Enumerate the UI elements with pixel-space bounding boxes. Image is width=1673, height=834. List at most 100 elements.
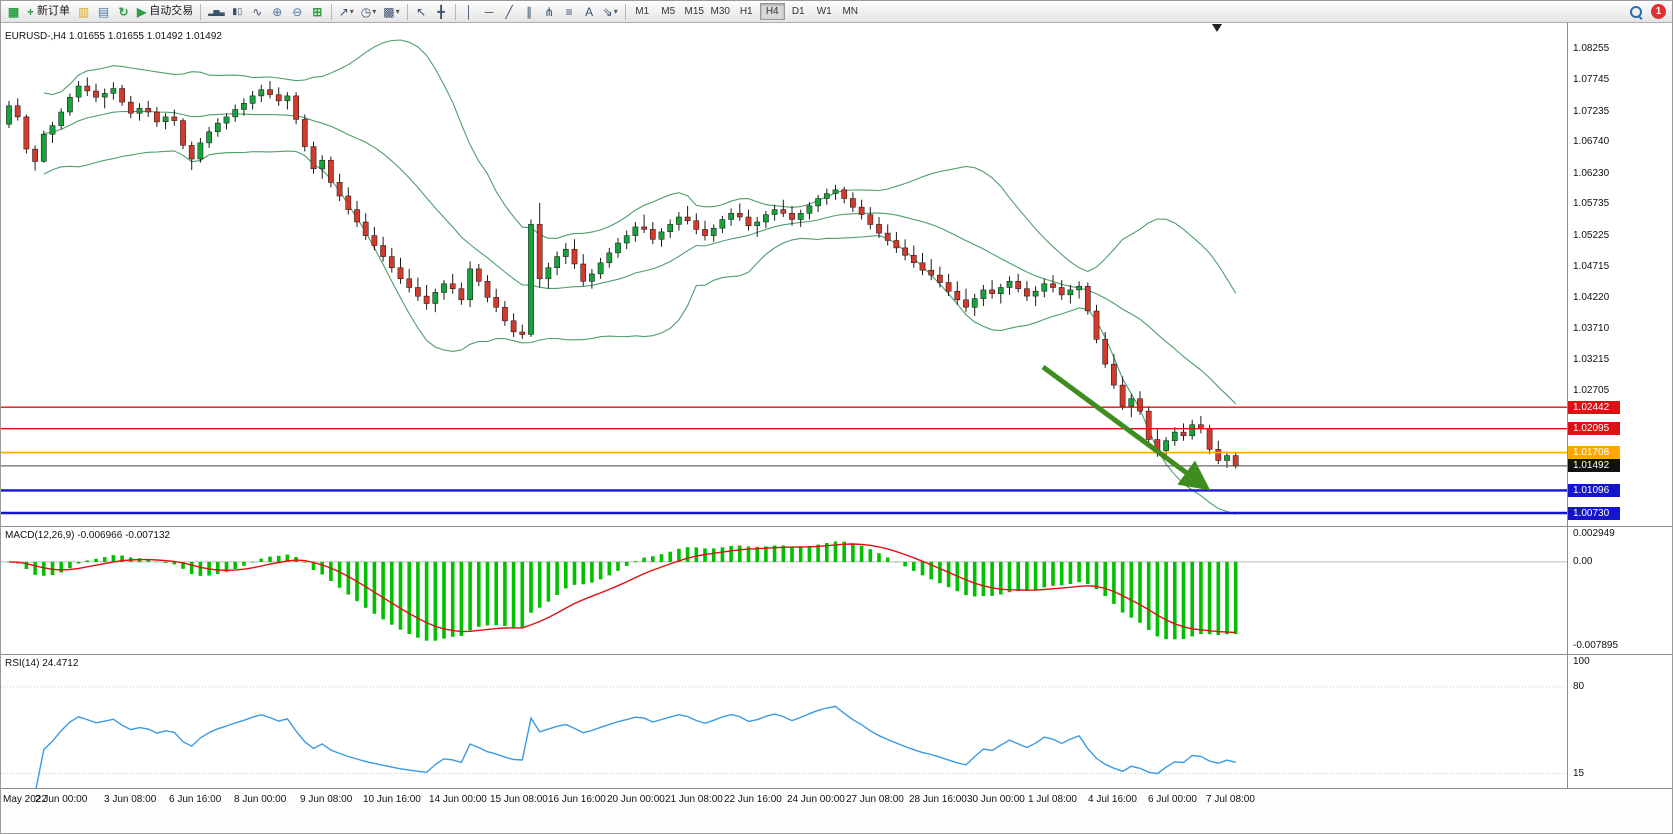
price-axis-label: 1.04220 — [1573, 291, 1610, 303]
candle — [1206, 428, 1213, 450]
notification-badge[interactable]: 1 — [1651, 4, 1666, 19]
candlestick-chart-icon[interactable]: ▮▯ — [232, 6, 243, 16]
zoom-in-icon[interactable]: ⊕ — [272, 4, 283, 19]
candle — [180, 120, 186, 146]
candle — [832, 189, 839, 194]
price-tag[interactable]: 1.01096 — [1568, 483, 1620, 497]
candle — [441, 283, 447, 293]
rsi-axis: 100 80 15 — [1567, 655, 1672, 788]
time-axis-label: 30 Jun 00:00 — [967, 794, 1025, 805]
candle — [1198, 424, 1204, 429]
candle — [1076, 285, 1082, 291]
macd-histogram-bar — [259, 558, 264, 562]
terminal-icon[interactable]: ▦ — [7, 4, 20, 19]
candle — [510, 320, 517, 333]
price-tag[interactable]: 1.00730 — [1568, 506, 1620, 520]
macd-histogram-bar — [607, 561, 612, 576]
timeframe-m30[interactable]: M30 — [708, 3, 733, 20]
candle — [319, 159, 326, 170]
macd-histogram-bar — [1103, 561, 1107, 596]
macd-histogram-bar — [825, 543, 829, 562]
timeframe-m5[interactable]: M5 — [656, 3, 681, 20]
timeframe-m15[interactable]: M15 — [682, 3, 707, 20]
timeframe-h4[interactable]: H4 — [759, 3, 785, 20]
candle — [1163, 440, 1169, 451]
tile-windows-icon[interactable]: ⊞ — [312, 4, 323, 19]
macd-histogram-bar — [276, 555, 281, 562]
timeframe-m1[interactable]: M1 — [630, 3, 655, 20]
candle — [736, 213, 743, 218]
cursor-icon[interactable]: ↖ — [416, 4, 427, 19]
candle — [771, 209, 778, 215]
text-tool-icon[interactable]: A — [585, 4, 594, 19]
candle — [188, 145, 195, 160]
macd-histogram-bar — [999, 561, 1003, 595]
macd-histogram-bar — [546, 561, 551, 602]
navigator-icon[interactable]: ↻ — [118, 4, 129, 19]
zoom-out-icon[interactable]: ⊖ — [292, 4, 303, 19]
macd-histogram-bar — [929, 561, 933, 580]
candle — [571, 248, 578, 265]
search-icon[interactable] — [1629, 5, 1643, 19]
macd-histogram-bar — [390, 561, 394, 625]
candle — [658, 231, 665, 240]
macd-histogram-bar — [42, 561, 46, 576]
trend-arrow[interactable] — [1041, 364, 1211, 491]
new-order-button[interactable]: + 新订单 — [24, 3, 73, 21]
time-axis[interactable]: May 2022 2 Jun 00:00 3 Jun 08:00 6 Jun 16:0… — [1, 789, 1672, 833]
candle — [93, 90, 99, 98]
candle — [136, 108, 143, 114]
chevron-down-icon: ▾ — [349, 6, 354, 16]
candle — [1137, 398, 1143, 412]
price-tag[interactable]: 1.02442 — [1568, 400, 1620, 414]
macd-chart[interactable] — [1, 527, 1568, 654]
auto-trading-button[interactable]: ▶ 自动交易 — [134, 3, 196, 21]
price-tag[interactable]: 1.01708 — [1568, 446, 1620, 460]
candle — [475, 268, 482, 282]
macd-histogram-bar — [833, 541, 838, 562]
templates-button[interactable]: ▩ ▾ — [380, 3, 402, 21]
timeframe-w1[interactable]: W1 — [812, 3, 837, 20]
bar-chart-icon[interactable]: ▂▅▃ — [208, 6, 224, 16]
macd-histogram-bar — [633, 561, 638, 562]
arrows-tool-button[interactable]: ⇘ ▾ — [600, 3, 621, 21]
toolbar-separator — [624, 3, 626, 20]
timeframe-h1[interactable]: H1 — [734, 3, 759, 20]
shapes-tool-icon[interactable]: ≡ — [565, 4, 573, 19]
line-chart-icon[interactable]: ∿ — [252, 4, 263, 19]
candle — [789, 213, 795, 220]
indicators-button[interactable]: ↗ ▾ — [336, 3, 357, 21]
macd-histogram-bar — [1199, 561, 1203, 634]
price-tag[interactable]: 1.01492 — [1568, 459, 1620, 473]
market-watch-icon[interactable]: ▥ — [77, 4, 90, 19]
macd-histogram-bar — [285, 554, 290, 562]
macd-panel: MACD(12,26,9) -0.006966 -0.007132 0.0029… — [1, 527, 1672, 655]
channel-tool-icon[interactable]: ∥ — [526, 4, 533, 19]
candle — [928, 269, 935, 276]
candle — [980, 289, 987, 299]
rsi-panel: RSI(14) 24.4712 100 80 15 — [1, 655, 1672, 789]
crosshair-icon[interactable]: ╋ — [437, 4, 445, 19]
data-window-icon[interactable]: ▤ — [97, 4, 110, 19]
timeframe-d1[interactable]: D1 — [786, 3, 811, 20]
horizontal-line-tool-icon[interactable]: ─ — [484, 4, 494, 19]
vertical-line-tool-icon[interactable]: │ — [465, 4, 473, 19]
candle — [997, 287, 1004, 294]
candle — [1041, 283, 1048, 292]
time-axis-label: 3 Jun 08:00 — [104, 794, 157, 805]
price-axis[interactable]: 1.08255 1.07745 1.07235 1.06740 1.06230 1.057… — [1567, 23, 1672, 526]
price-tag[interactable]: 1.02095 — [1568, 422, 1620, 436]
macd-histogram-bar — [1025, 561, 1029, 591]
price-chart[interactable] — [1, 23, 1568, 526]
trendline-tool-icon[interactable]: ╱ — [505, 4, 513, 19]
macd-histogram-bar — [68, 561, 72, 569]
candle — [1015, 281, 1022, 289]
time-axis-label: 21 Jun 08:00 — [665, 794, 723, 805]
fibonacci-tool-icon[interactable]: ⋔ — [544, 4, 555, 19]
rsi-label: RSI(14) 24.4712 — [5, 658, 79, 669]
timeframe-mn[interactable]: MN — [838, 3, 863, 20]
rsi-chart[interactable] — [1, 655, 1568, 788]
price-axis-label: 1.05735 — [1573, 198, 1610, 210]
periods-button[interactable]: ◷ ▾ — [358, 3, 380, 21]
candle — [67, 96, 73, 113]
